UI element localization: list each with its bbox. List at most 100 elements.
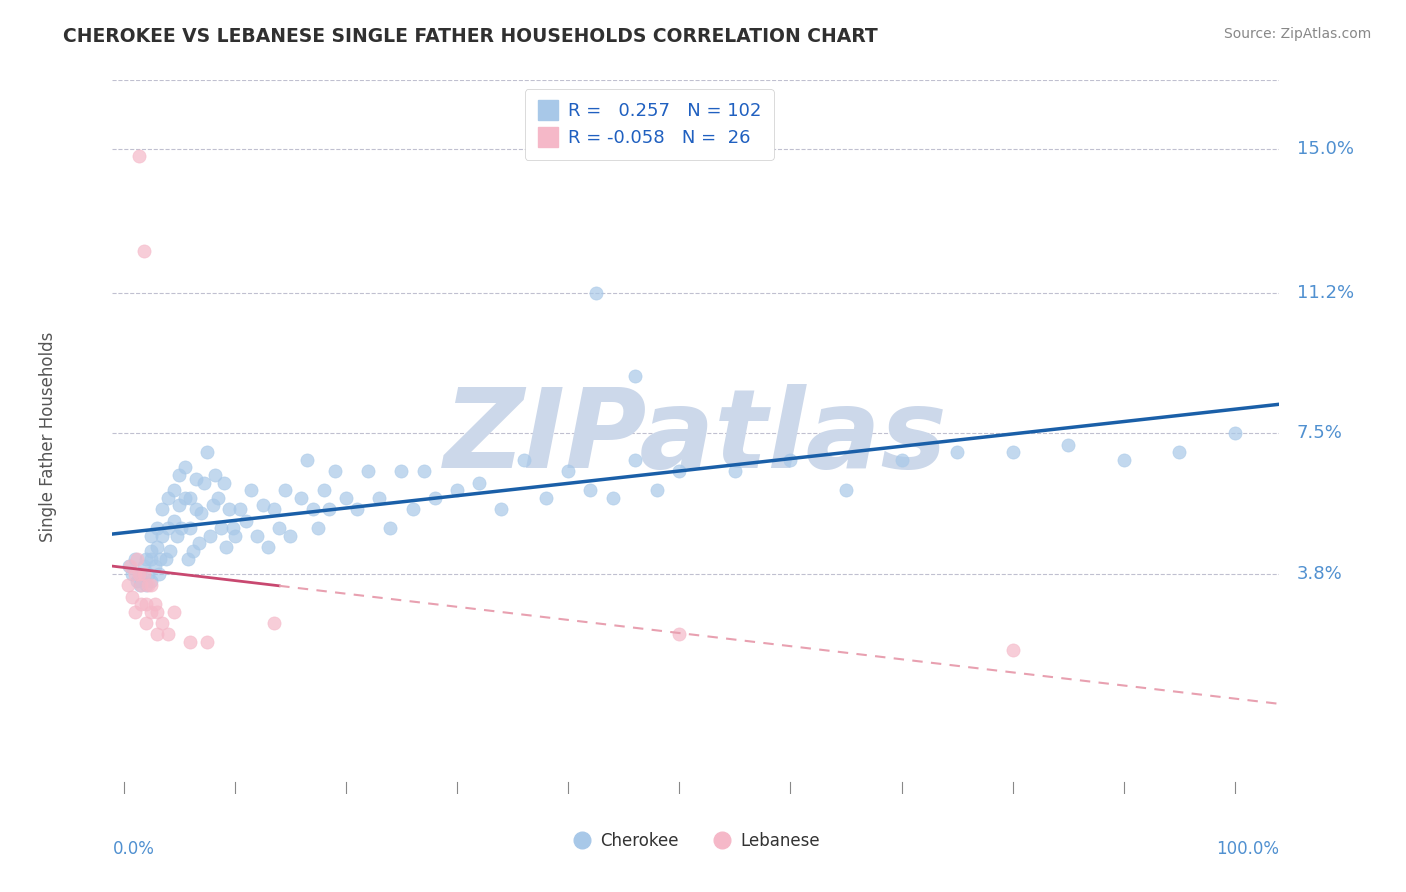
Point bbox=[318, 502, 340, 516]
Point bbox=[184, 472, 207, 486]
Point bbox=[135, 616, 157, 631]
Point bbox=[401, 502, 423, 516]
Point bbox=[159, 544, 181, 558]
Text: Single Father Households: Single Father Households bbox=[39, 332, 58, 542]
Point bbox=[209, 521, 232, 535]
Point bbox=[263, 616, 285, 631]
Point bbox=[170, 521, 193, 535]
Point bbox=[724, 464, 747, 478]
Point bbox=[946, 445, 969, 459]
Point bbox=[146, 627, 169, 641]
Point bbox=[152, 529, 174, 543]
Point bbox=[132, 559, 155, 574]
Point bbox=[124, 605, 146, 619]
Point bbox=[257, 540, 280, 554]
Point bbox=[162, 514, 184, 528]
Point bbox=[128, 566, 150, 581]
Point bbox=[1001, 445, 1024, 459]
Point bbox=[779, 453, 801, 467]
Point bbox=[141, 605, 163, 619]
Point bbox=[141, 578, 163, 592]
Point bbox=[668, 464, 690, 478]
Point bbox=[668, 627, 690, 641]
Point bbox=[218, 502, 240, 516]
Point bbox=[346, 502, 368, 516]
Legend: Cherokee, Lebanese: Cherokee, Lebanese bbox=[565, 826, 827, 857]
Point bbox=[162, 483, 184, 498]
Point bbox=[215, 540, 238, 554]
Point bbox=[141, 544, 163, 558]
Point bbox=[148, 566, 170, 581]
Point bbox=[335, 491, 357, 505]
Point bbox=[177, 551, 200, 566]
Point bbox=[146, 540, 169, 554]
Point bbox=[312, 483, 335, 498]
Point bbox=[135, 578, 157, 592]
Point bbox=[143, 597, 166, 611]
Point bbox=[125, 574, 148, 589]
Point bbox=[184, 502, 207, 516]
Point bbox=[534, 491, 557, 505]
Point bbox=[290, 491, 312, 505]
Point bbox=[391, 464, 413, 478]
Point bbox=[141, 574, 163, 589]
Point bbox=[124, 566, 146, 581]
Point bbox=[624, 453, 647, 467]
Point bbox=[173, 491, 195, 505]
Point bbox=[149, 551, 172, 566]
Point bbox=[269, 521, 291, 535]
Point bbox=[585, 285, 607, 300]
Text: 15.0%: 15.0% bbox=[1296, 140, 1354, 158]
Text: 11.2%: 11.2% bbox=[1296, 284, 1354, 301]
Point bbox=[135, 551, 157, 566]
Point bbox=[357, 464, 380, 478]
Point bbox=[179, 491, 201, 505]
Point bbox=[181, 544, 204, 558]
Point bbox=[1168, 445, 1191, 459]
Point bbox=[121, 590, 143, 604]
Point bbox=[229, 502, 252, 516]
Point bbox=[121, 566, 143, 581]
Point bbox=[195, 445, 218, 459]
Point bbox=[1001, 642, 1024, 657]
Point bbox=[190, 506, 212, 520]
Point bbox=[212, 475, 235, 490]
Text: 100.0%: 100.0% bbox=[1216, 840, 1279, 858]
Point bbox=[195, 635, 218, 649]
Point bbox=[125, 551, 148, 566]
Text: 3.8%: 3.8% bbox=[1296, 565, 1343, 582]
Point bbox=[368, 491, 391, 505]
Point bbox=[412, 464, 434, 478]
Point bbox=[246, 529, 269, 543]
Point bbox=[240, 483, 263, 498]
Point bbox=[166, 529, 188, 543]
Point bbox=[201, 499, 224, 513]
Point bbox=[135, 597, 157, 611]
Point bbox=[136, 566, 159, 581]
Point bbox=[423, 491, 446, 505]
Text: Source: ZipAtlas.com: Source: ZipAtlas.com bbox=[1223, 27, 1371, 41]
Point bbox=[380, 521, 402, 535]
Point bbox=[1112, 453, 1135, 467]
Point bbox=[167, 468, 190, 483]
Point bbox=[301, 502, 323, 516]
Point bbox=[193, 475, 215, 490]
Point bbox=[204, 468, 226, 483]
Point bbox=[624, 369, 647, 384]
Point bbox=[307, 521, 329, 535]
Point bbox=[221, 521, 243, 535]
Point bbox=[252, 499, 274, 513]
Point bbox=[446, 483, 468, 498]
Point bbox=[323, 464, 346, 478]
Point bbox=[224, 529, 246, 543]
Point bbox=[179, 521, 201, 535]
Point bbox=[118, 559, 141, 574]
Point bbox=[131, 597, 153, 611]
Text: CHEROKEE VS LEBANESE SINGLE FATHER HOUSEHOLDS CORRELATION CHART: CHEROKEE VS LEBANESE SINGLE FATHER HOUSE… bbox=[63, 27, 877, 45]
Point bbox=[263, 502, 285, 516]
Point bbox=[136, 578, 159, 592]
Text: 7.5%: 7.5% bbox=[1296, 425, 1343, 442]
Point bbox=[188, 536, 211, 550]
Point bbox=[152, 616, 174, 631]
Point bbox=[129, 578, 152, 592]
